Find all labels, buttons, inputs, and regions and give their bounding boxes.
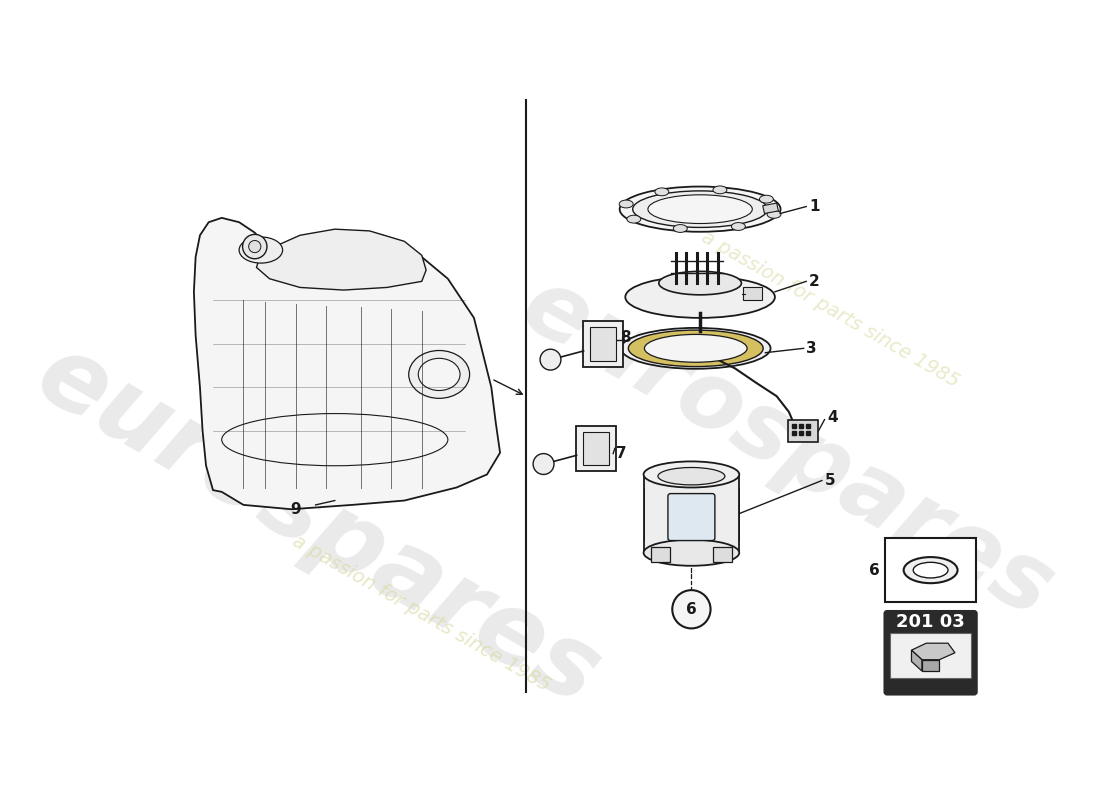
Polygon shape <box>912 643 955 660</box>
Ellipse shape <box>644 540 739 566</box>
Polygon shape <box>644 474 739 553</box>
Text: 6: 6 <box>869 562 880 578</box>
Text: 2: 2 <box>808 274 820 289</box>
Ellipse shape <box>628 330 763 366</box>
FancyBboxPatch shape <box>583 322 623 366</box>
Ellipse shape <box>645 334 747 362</box>
Ellipse shape <box>418 358 460 390</box>
Text: eurospares: eurospares <box>19 326 616 727</box>
FancyBboxPatch shape <box>575 426 616 471</box>
FancyBboxPatch shape <box>742 286 762 301</box>
FancyBboxPatch shape <box>650 546 670 562</box>
Ellipse shape <box>239 237 283 263</box>
Ellipse shape <box>627 215 641 223</box>
Ellipse shape <box>659 271 741 295</box>
FancyBboxPatch shape <box>788 420 817 442</box>
Ellipse shape <box>767 210 781 218</box>
Text: 1: 1 <box>808 199 820 214</box>
Text: a passion for parts since 1985: a passion for parts since 1985 <box>698 227 962 391</box>
Circle shape <box>540 350 561 370</box>
Circle shape <box>672 590 711 629</box>
Circle shape <box>249 241 261 253</box>
Ellipse shape <box>409 350 470 398</box>
Text: 7: 7 <box>616 446 626 461</box>
FancyBboxPatch shape <box>713 546 733 562</box>
FancyBboxPatch shape <box>668 494 715 541</box>
Polygon shape <box>256 229 426 290</box>
Text: eurospares: eurospares <box>505 259 1069 638</box>
Ellipse shape <box>621 328 771 369</box>
Ellipse shape <box>903 557 958 583</box>
FancyBboxPatch shape <box>590 327 616 361</box>
FancyBboxPatch shape <box>884 611 977 694</box>
FancyBboxPatch shape <box>583 432 608 465</box>
Circle shape <box>243 234 267 258</box>
FancyBboxPatch shape <box>890 633 971 678</box>
Text: 201 03: 201 03 <box>896 614 965 631</box>
Ellipse shape <box>759 195 773 203</box>
FancyBboxPatch shape <box>886 538 976 602</box>
Text: a passion for parts since 1985: a passion for parts since 1985 <box>289 532 554 695</box>
Polygon shape <box>762 203 779 214</box>
Circle shape <box>534 454 554 474</box>
Text: 9: 9 <box>290 502 301 517</box>
Text: 3: 3 <box>806 341 817 356</box>
Text: 5: 5 <box>825 473 835 488</box>
Text: 8: 8 <box>620 330 630 346</box>
Polygon shape <box>194 218 500 510</box>
Ellipse shape <box>644 462 739 487</box>
Ellipse shape <box>619 186 781 232</box>
Ellipse shape <box>673 225 688 232</box>
Polygon shape <box>922 660 939 671</box>
Ellipse shape <box>913 562 948 578</box>
Polygon shape <box>912 650 922 671</box>
Ellipse shape <box>713 186 727 194</box>
Ellipse shape <box>732 222 746 230</box>
Ellipse shape <box>625 276 774 318</box>
Ellipse shape <box>632 191 768 227</box>
Text: 6: 6 <box>686 602 696 617</box>
Text: 4: 4 <box>827 410 838 425</box>
Ellipse shape <box>648 195 752 223</box>
Ellipse shape <box>619 200 634 208</box>
Ellipse shape <box>654 188 669 196</box>
Ellipse shape <box>658 467 725 485</box>
